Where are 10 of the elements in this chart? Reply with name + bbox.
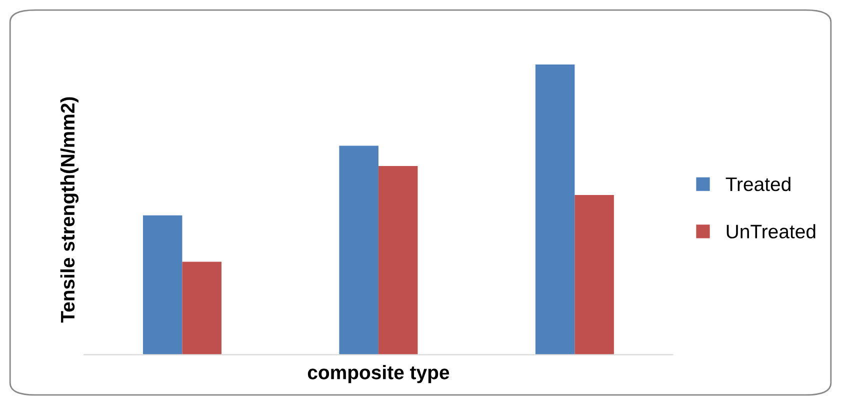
bar [182,262,222,355]
x-axis-title: composite type [308,365,450,384]
bar [339,146,378,355]
bar [142,215,182,355]
bar [378,166,418,355]
legend-label: UnTreated [726,224,816,238]
y-axis-title: Tensile strength(N/mm2) [60,97,79,323]
bar [535,64,575,355]
legend-label: Treated [726,176,790,192]
bar [574,195,614,355]
